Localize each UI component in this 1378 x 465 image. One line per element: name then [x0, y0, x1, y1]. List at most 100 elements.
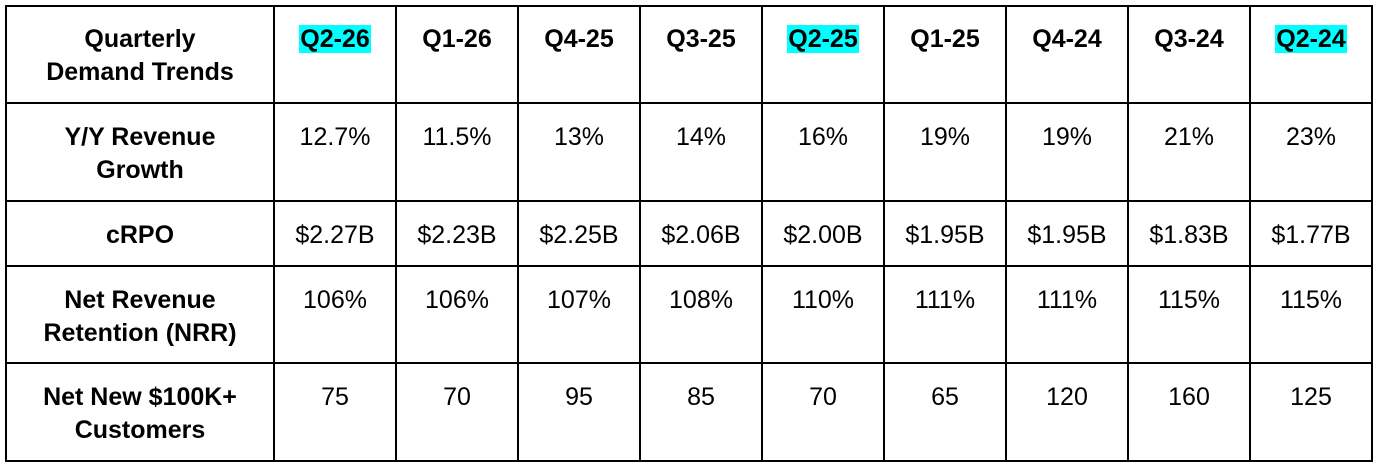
cell-value: 65 [931, 383, 959, 411]
header-cell: Q2-24 [1249, 5, 1373, 104]
value-cell: 108% [639, 265, 763, 364]
value-cell: 70 [761, 362, 885, 462]
value-cell: 14% [639, 102, 763, 202]
quarter-label: Q3-24 [1154, 25, 1224, 53]
value-cell: $1.77B [1249, 200, 1373, 267]
value-cell: 12.7% [273, 102, 397, 202]
value-cell: 19% [883, 102, 1007, 202]
cell-value: 11.5% [422, 123, 492, 151]
cell-value: $2.06B [661, 221, 741, 249]
cell-value: 111% [914, 286, 976, 314]
value-cell: $2.25B [517, 200, 641, 267]
cell-value: 160 [1168, 383, 1210, 411]
cell-value: 70 [443, 383, 471, 411]
cell-value: $1.95B [1027, 221, 1107, 249]
value-cell: $2.27B [273, 200, 397, 267]
quarter-label: Q1-26 [422, 25, 492, 53]
value-cell: 95 [517, 362, 641, 462]
row-label: Net Revenue Retention (NRR) [43, 286, 237, 347]
cell-value: 106% [303, 286, 367, 314]
quarter-label: Q4-24 [1032, 25, 1102, 53]
value-cell: 85 [639, 362, 763, 462]
row-label-cell: cRPO [5, 200, 275, 267]
value-cell: 75 [273, 362, 397, 462]
cell-value: 111% [1036, 286, 1098, 314]
value-cell: $1.83B [1127, 200, 1251, 267]
value-cell: 110% [761, 265, 885, 364]
cell-value: $1.77B [1271, 221, 1351, 249]
cell-value: 95 [565, 383, 593, 411]
header-cell: Q3-25 [639, 5, 763, 104]
row-label: cRPO [105, 221, 175, 249]
row-label: Y/Y Revenue Growth [64, 123, 216, 184]
value-cell: $2.06B [639, 200, 763, 267]
cell-value: 21% [1163, 123, 1215, 151]
cell-value: 125 [1290, 383, 1332, 411]
data-row: Net New $100K+ Customers 75 70 95 85 70 65 120 1… [5, 362, 1373, 462]
header-cell: Q2-25 [761, 5, 885, 104]
row-label-cell: Net New $100K+ Customers [5, 362, 275, 462]
data-row: Y/Y Revenue Growth 12.7% 11.5% 13% 14% 16% 19%… [5, 102, 1373, 202]
value-cell: 23% [1249, 102, 1373, 202]
header-cell: Q4-24 [1005, 5, 1129, 104]
cell-value: 120 [1046, 383, 1088, 411]
quarter-label: Q4-25 [544, 25, 614, 53]
cell-value: 106% [425, 286, 489, 314]
cell-value: $2.23B [417, 221, 497, 249]
value-cell: 106% [273, 265, 397, 364]
quarter-label: Q3-25 [666, 25, 736, 53]
cell-value: 108% [669, 286, 733, 314]
quarter-label: Q2-25 [787, 25, 859, 53]
cell-value: $2.27B [295, 221, 375, 249]
quarter-label: Q2-24 [1275, 25, 1347, 53]
demand-table: Quarterly Demand Trends Q2-26 Q1-26 Q4-25 Q3… [5, 5, 1373, 462]
value-cell: 111% [1005, 265, 1129, 364]
value-cell: 70 [395, 362, 519, 462]
value-cell: $2.00B [761, 200, 885, 267]
value-cell: 160 [1127, 362, 1251, 462]
data-row: cRPO $2.27B $2.23B $2.25B $2.06B $2.00B $1.95B… [5, 200, 1373, 267]
cell-value: $1.83B [1149, 221, 1229, 249]
cell-value: $1.95B [905, 221, 985, 249]
value-cell: 120 [1005, 362, 1129, 462]
value-cell: $1.95B [883, 200, 1007, 267]
cell-value: 85 [687, 383, 715, 411]
value-cell: 11.5% [395, 102, 519, 202]
row-label: Quarterly Demand Trends [46, 25, 234, 86]
value-cell: 125 [1249, 362, 1373, 462]
cell-value: 19% [1041, 123, 1093, 151]
cell-value: 13% [553, 123, 605, 151]
row-label-cell: Net Revenue Retention (NRR) [5, 265, 275, 364]
value-cell: 13% [517, 102, 641, 202]
row-label-cell: Quarterly Demand Trends [5, 5, 275, 104]
cell-value: 23% [1285, 123, 1337, 151]
value-cell: $1.95B [1005, 200, 1129, 267]
cell-value: 107% [547, 286, 611, 314]
table-body: Quarterly Demand Trends Q2-26 Q1-26 Q4-25 Q3… [5, 5, 1373, 462]
cell-value: 110% [791, 286, 855, 314]
cell-value: 14% [675, 123, 727, 151]
header-cell: Q1-26 [395, 5, 519, 104]
header-cell: Q3-24 [1127, 5, 1251, 104]
value-cell: $2.23B [395, 200, 519, 267]
value-cell: 65 [883, 362, 1007, 462]
value-cell: 106% [395, 265, 519, 364]
value-cell: 115% [1127, 265, 1251, 364]
header-cell: Q4-25 [517, 5, 641, 104]
cell-value: 115% [1157, 286, 1221, 314]
cell-value: 115% [1279, 286, 1343, 314]
cell-value: 70 [809, 383, 837, 411]
quarter-label: Q1-25 [910, 25, 980, 53]
cell-value: $2.00B [783, 221, 863, 249]
cell-value: 19% [919, 123, 971, 151]
quarter-label: Q2-26 [299, 25, 371, 53]
value-cell: 16% [761, 102, 885, 202]
row-label-cell: Y/Y Revenue Growth [5, 102, 275, 202]
header-cell: Q2-26 [273, 5, 397, 104]
header-cell: Q1-25 [883, 5, 1007, 104]
value-cell: 107% [517, 265, 641, 364]
header-row: Quarterly Demand Trends Q2-26 Q1-26 Q4-25 Q3… [5, 5, 1373, 104]
value-cell: 115% [1249, 265, 1373, 364]
value-cell: 19% [1005, 102, 1129, 202]
